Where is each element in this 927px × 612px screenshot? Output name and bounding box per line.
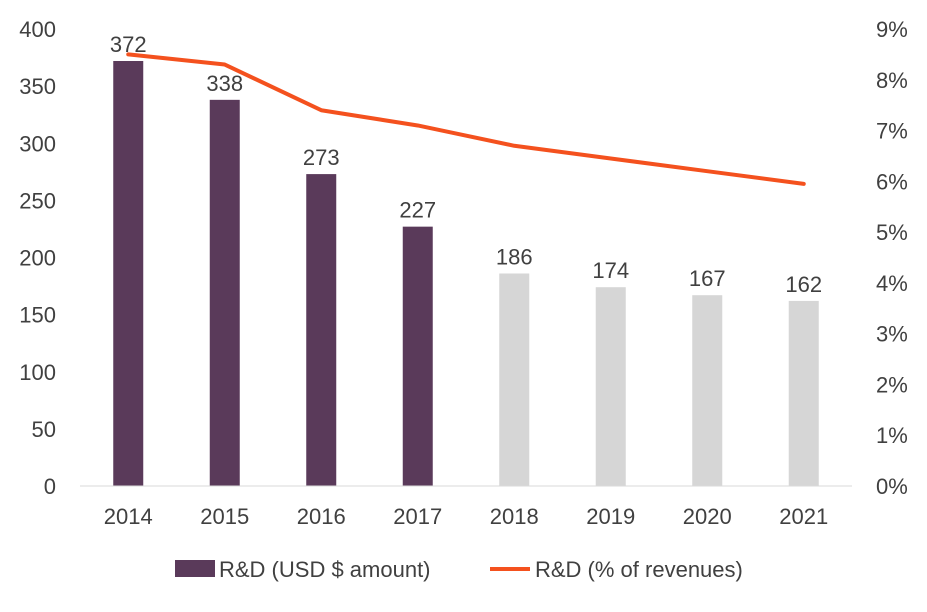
bar-2021 <box>788 300 819 486</box>
legend-label-bar: R&D (USD $ amount) <box>219 557 431 582</box>
y-left-tick-label: 50 <box>32 417 56 442</box>
y-right-tick-label: 9% <box>876 17 908 42</box>
x-tick-label: 2021 <box>779 504 828 529</box>
y-left-tick-label: 100 <box>19 360 56 385</box>
x-tick-label: 2020 <box>683 504 732 529</box>
legend: R&D (USD $ amount) R&D (% of revenues) <box>175 557 743 582</box>
y-right-tick-label: 7% <box>876 119 908 144</box>
y-right-tick-label: 8% <box>876 68 908 93</box>
x-tick-label: 2018 <box>490 504 539 529</box>
bar-2019 <box>595 287 626 486</box>
x-tick-label: 2019 <box>586 504 635 529</box>
bar-data-label: 167 <box>689 266 726 291</box>
legend-swatch-bar <box>175 560 215 577</box>
bar-data-label: 174 <box>592 258 629 283</box>
y-right-tick-label: 2% <box>876 372 908 397</box>
y-right-tick-label: 6% <box>876 169 908 194</box>
y-right-tick-label: 4% <box>876 271 908 296</box>
axis-layer: 0 50 100 150 200 250 300 350 400 0% 1% 2% 3% 4% 5% 6% 7%… <box>19 17 908 529</box>
y-right-tick-label: 3% <box>876 322 908 347</box>
x-tick-label: 2015 <box>200 504 249 529</box>
bar-2016 <box>306 174 337 486</box>
y-left-tick-label: 400 <box>19 17 56 42</box>
y-left-tick-label: 200 <box>19 246 56 271</box>
bars-layer <box>113 60 819 487</box>
line-layer <box>126 52 806 186</box>
y-left-tick-label: 0 <box>44 474 56 499</box>
bar-data-label: 162 <box>785 272 822 297</box>
y-right-tick-label: 1% <box>876 423 908 448</box>
y-left-tick-label: 350 <box>19 74 56 99</box>
bar-2015 <box>209 99 240 487</box>
y-left-tick-label: 300 <box>19 131 56 156</box>
y-right-tick-label: 5% <box>876 220 908 245</box>
x-tick-label: 2017 <box>393 504 442 529</box>
bar-data-label: 227 <box>399 198 436 223</box>
bar-2018 <box>499 273 530 486</box>
x-tick-label: 2014 <box>104 504 153 529</box>
bar-data-label: 372 <box>110 32 147 57</box>
legend-label-line: R&D (% of revenues) <box>535 557 743 582</box>
y-left-tick-label: 250 <box>19 188 56 213</box>
bar-data-label: 186 <box>496 244 533 269</box>
bar-data-label: 338 <box>206 71 243 96</box>
bar-data-label: 273 <box>303 145 340 170</box>
bar-2020 <box>692 295 723 486</box>
x-tick-label: 2016 <box>297 504 346 529</box>
line-series-percent-revenues <box>126 52 806 186</box>
bar-2014 <box>113 60 144 487</box>
y-left-tick-label: 150 <box>19 303 56 328</box>
bar-2017 <box>402 226 433 486</box>
y-right-tick-label: 0% <box>876 474 908 499</box>
labels-layer: 372 338 273 227 186 174 167 162 <box>110 32 822 297</box>
